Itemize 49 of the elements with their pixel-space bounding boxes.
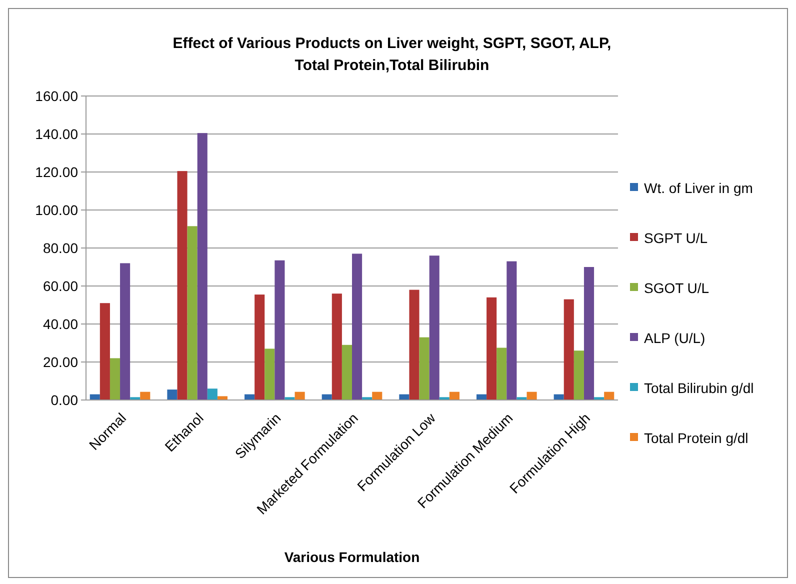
bar	[486, 297, 497, 400]
bar	[574, 350, 584, 400]
bar	[352, 254, 362, 400]
y-tick-label: 60.00	[42, 278, 78, 294]
bar	[372, 392, 382, 400]
bar	[167, 390, 178, 400]
x-axis-title: Various Formulation	[284, 549, 420, 565]
bar	[516, 397, 527, 400]
bar	[429, 256, 440, 400]
bar	[496, 348, 507, 400]
bar	[140, 392, 150, 400]
bar	[342, 344, 352, 400]
legend-label: SGOT U/L	[644, 280, 710, 296]
y-tick-label: 20.00	[42, 354, 78, 370]
bar	[506, 261, 517, 400]
bar	[177, 171, 188, 400]
bar	[604, 392, 614, 400]
y-tick-label: 0.00	[50, 392, 78, 408]
bar	[332, 294, 342, 400]
bar	[217, 396, 228, 400]
bar	[449, 392, 460, 400]
bar	[526, 392, 537, 400]
bar	[419, 337, 430, 400]
y-tick-label: 120.00	[35, 164, 78, 180]
legend-label: Wt. of Liver in gm	[644, 180, 753, 196]
bar	[197, 133, 208, 400]
bar	[187, 226, 198, 400]
legend-label: SGPT U/L	[644, 230, 708, 246]
bar	[254, 294, 265, 400]
bar	[274, 260, 285, 400]
legend-label: Total Protein g/dl	[644, 430, 748, 446]
y-tick-label: 40.00	[42, 316, 78, 332]
y-tick-label: 100.00	[35, 202, 78, 218]
legend-label: Total Bilirubin g/dl	[644, 380, 754, 396]
bar	[110, 358, 120, 400]
y-tick-label: 80.00	[42, 240, 78, 256]
bar	[584, 267, 594, 400]
y-tick-label: 160.00	[35, 88, 78, 104]
y-tick-label: 140.00	[35, 126, 78, 142]
chart-title: Effect of Various Products on Liver weight, SGPT, SGOT, ALP, Total Protein,Total Bilirubin	[172, 35, 612, 74]
bar	[564, 299, 574, 400]
legend-label: ALP (U/L)	[644, 330, 706, 346]
bar	[264, 348, 275, 400]
bar	[207, 388, 218, 400]
bar	[100, 303, 110, 400]
bar	[409, 290, 420, 400]
bar	[294, 392, 305, 400]
bar	[284, 397, 295, 400]
bar	[120, 263, 130, 400]
